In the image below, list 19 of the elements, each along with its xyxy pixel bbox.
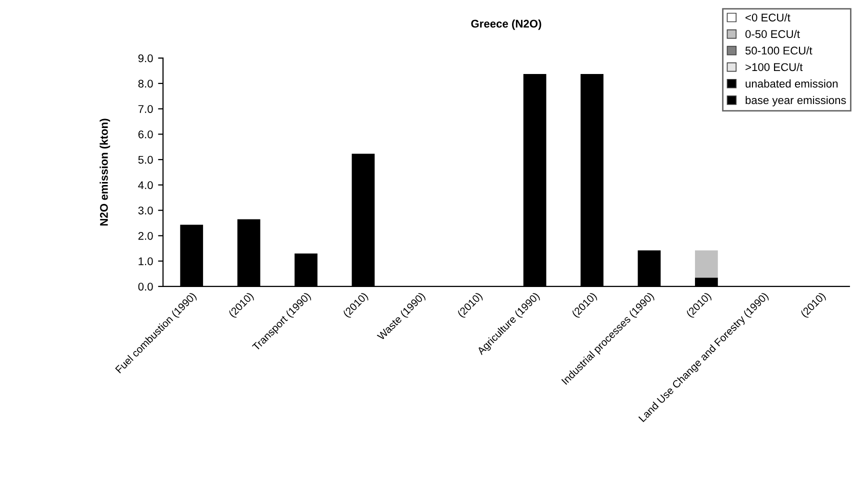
- y-tick-label: 6.0: [138, 130, 153, 138]
- y-tick-label: 9.0: [138, 54, 153, 62]
- legend-label: unabated emission: [746, 79, 838, 88]
- y-tick-label: 7.0: [138, 105, 153, 113]
- y-tick-label: 8.0: [138, 80, 153, 88]
- y-axis-title: N2O emission (kton): [100, 118, 110, 226]
- y-tick-label: 5.0: [138, 156, 153, 164]
- legend-label: <0 ECU/t: [746, 13, 790, 22]
- legend-label: 50-100 ECU/t: [745, 46, 812, 55]
- y-tick-label: 2.0: [138, 232, 153, 240]
- legend-label: 0-50 ECU/t: [745, 30, 800, 38]
- bar: [694, 250, 718, 278]
- y-tick-label: 1.0: [138, 257, 153, 266]
- chart-title: Greece (N2O): [471, 19, 542, 30]
- y-tick-label: 4.0: [138, 181, 153, 190]
- y-tick-label: 3.0: [138, 206, 153, 214]
- legend-label: >100 ECU/t: [746, 62, 803, 72]
- legend-label: base year emissions: [746, 96, 846, 106]
- y-tick-label: 0.0: [138, 282, 153, 291]
